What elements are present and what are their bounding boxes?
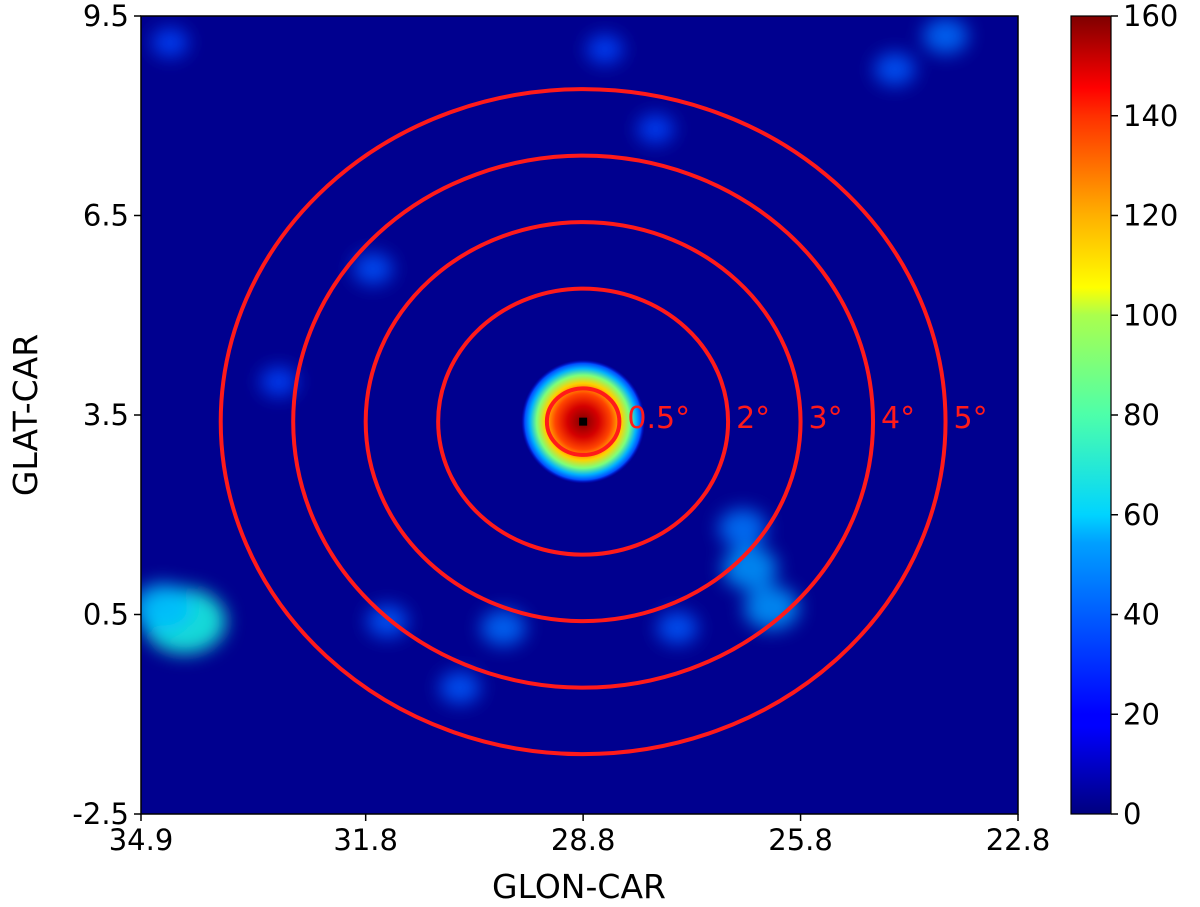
ring-2	[363, 220, 803, 624]
emission-patch	[718, 509, 767, 548]
emission-patch	[874, 52, 916, 86]
emission-patch	[353, 253, 393, 285]
colorbar-tick-label: 20	[1123, 697, 1160, 731]
colorbar-tick-label: 160	[1123, 0, 1178, 33]
ring-labels: 0.5° 2° 3° 4° 5°	[627, 401, 987, 436]
y-tick-label: 6.5	[83, 199, 129, 233]
emission-patch	[480, 609, 526, 646]
colorbar-tick-label: 60	[1123, 498, 1160, 532]
emission-patch	[151, 27, 189, 58]
colorbar-ticks: 0 20 40 60 80 100 120 140 160	[1111, 0, 1178, 831]
ring-1	[436, 286, 731, 557]
emission-patch	[656, 611, 698, 645]
colorbar-tick-label: 40	[1123, 598, 1160, 632]
x-tick-label: 31.8	[333, 823, 398, 857]
emission-patch	[637, 114, 675, 144]
x-tick-label: 22.8	[986, 823, 1051, 857]
colorbar-gradient	[1070, 15, 1112, 815]
x-axis: 34.9 31.8 28.8 25.8 22.8	[109, 814, 1051, 857]
emission-patch	[439, 671, 481, 704]
ring-label: 2°	[736, 401, 770, 436]
x-tick-label: 25.8	[768, 823, 833, 857]
diffuse-emission	[141, 18, 969, 704]
ring-label: 3°	[809, 401, 843, 436]
y-tick-label: 0.5	[83, 598, 129, 632]
emission-patch	[260, 367, 298, 397]
ring-0	[544, 386, 622, 457]
emission-patch	[722, 546, 778, 590]
emission-patch	[141, 583, 194, 633]
emission-patch	[586, 34, 624, 64]
emission-patch	[922, 18, 969, 54]
heatmap-plot-area: 0.5° 2° 3° 4° 5°	[140, 15, 1019, 815]
y-tick-label: -2.5	[72, 797, 129, 831]
ring-label: 0.5°	[627, 401, 690, 436]
y-tick-label: 3.5	[83, 398, 129, 432]
ring-label: 4°	[881, 401, 915, 436]
y-axis: 9.5 6.5 3.5 0.5 -2.5	[72, 0, 141, 831]
colorbar-tick-label: 100	[1123, 298, 1178, 332]
radius-rings	[218, 87, 948, 757]
x-tick-label: 34.9	[109, 823, 174, 857]
y-tick-label: 9.5	[83, 0, 129, 33]
y-axis-title: GLAT-CAR	[6, 334, 45, 496]
ring-label: 5°	[954, 401, 988, 436]
x-tick-label: 28.8	[551, 823, 616, 857]
emission-patch	[366, 604, 408, 638]
colorbar-tick-label: 0	[1123, 797, 1141, 831]
ring-3	[291, 153, 876, 690]
source-peak-marker	[579, 417, 588, 426]
ring-4	[218, 87, 948, 757]
source-layer	[521, 359, 646, 484]
colorbar-tick-label: 80	[1123, 398, 1160, 432]
colorbar-tick-label: 120	[1123, 199, 1178, 233]
colorbar-tick-label: 140	[1123, 99, 1178, 133]
x-axis-title: GLON-CAR	[492, 867, 666, 906]
colorbar: 0 20 40 60 80 100 120 140 160	[1070, 0, 1178, 831]
emission-patch	[744, 586, 800, 630]
